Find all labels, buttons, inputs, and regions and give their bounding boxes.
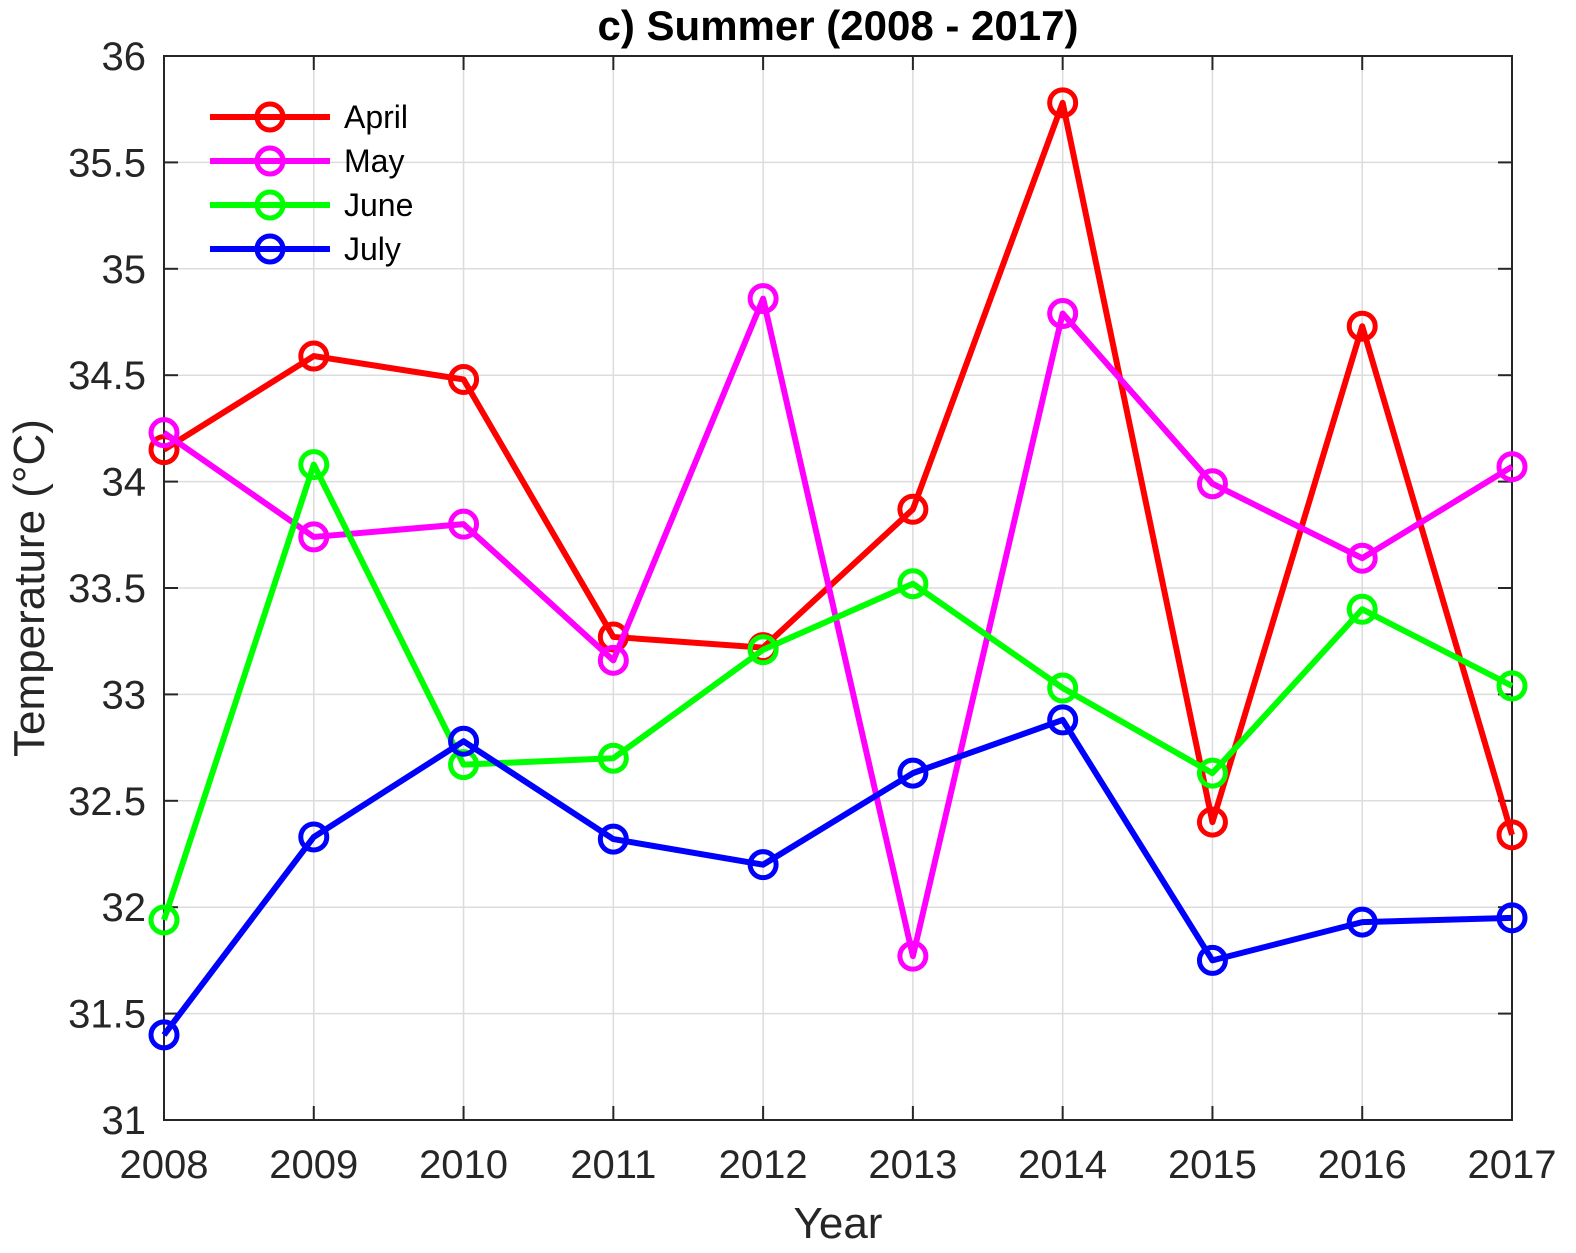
legend-marker xyxy=(254,233,286,265)
data-point xyxy=(897,568,929,600)
data-point xyxy=(747,849,779,881)
y-tick-label: 33.5 xyxy=(68,567,146,611)
data-point xyxy=(1496,670,1528,702)
legend-label: May xyxy=(344,143,404,179)
y-tick-label: 34.5 xyxy=(68,354,146,398)
legend-label: July xyxy=(344,231,401,267)
data-point xyxy=(597,644,629,676)
data-point xyxy=(448,508,480,540)
legend-label: June xyxy=(344,187,413,223)
data-point xyxy=(1346,906,1378,938)
y-tick-label: 31 xyxy=(102,1099,147,1143)
legend-item: April xyxy=(210,99,408,135)
data-point xyxy=(298,521,330,553)
chart-title: c) Summer (2008 - 2017) xyxy=(598,2,1079,49)
series-may xyxy=(148,283,1528,972)
data-point xyxy=(1346,593,1378,625)
data-point xyxy=(1496,451,1528,483)
y-tick-label: 32.5 xyxy=(68,780,146,824)
data-point xyxy=(747,634,779,666)
y-axis-label: Temperature (°C) xyxy=(5,419,54,757)
data-point xyxy=(1346,310,1378,342)
data-point xyxy=(747,283,779,315)
legend-marker xyxy=(254,145,286,177)
y-tick-label: 35.5 xyxy=(68,141,146,185)
data-point xyxy=(597,621,629,653)
y-tick-label: 31.5 xyxy=(68,993,146,1037)
series-june xyxy=(148,449,1528,936)
legend-marker xyxy=(254,101,286,133)
data-point xyxy=(1047,672,1079,704)
data-point xyxy=(298,449,330,481)
series-july xyxy=(148,704,1528,1051)
y-tick-label: 32 xyxy=(102,886,147,930)
data-point xyxy=(597,742,629,774)
legend: April May June July xyxy=(210,99,413,267)
data-point xyxy=(1496,819,1528,851)
data-point xyxy=(1196,757,1228,789)
data-point xyxy=(448,363,480,395)
x-tick-label: 2013 xyxy=(868,1143,957,1187)
legend-item: May xyxy=(210,143,404,179)
x-tick-label: 2017 xyxy=(1468,1143,1557,1187)
data-point xyxy=(148,417,180,449)
series-line xyxy=(161,716,1513,1037)
x-tick-label: 2012 xyxy=(719,1143,808,1187)
data-point xyxy=(597,823,629,855)
x-tick-label: 2011 xyxy=(570,1143,656,1187)
series-group xyxy=(148,87,1528,1051)
x-axis-label: Year xyxy=(794,1199,883,1248)
x-tick-label: 2009 xyxy=(269,1143,358,1187)
data-point xyxy=(298,340,330,372)
data-point xyxy=(1196,944,1228,976)
legend-item: June xyxy=(210,187,413,223)
x-tick-label: 2015 xyxy=(1168,1143,1257,1187)
legend-marker xyxy=(254,189,286,221)
series-line xyxy=(162,295,1514,960)
y-tick-label: 36 xyxy=(102,35,147,79)
data-point xyxy=(1196,468,1228,500)
axis-ticks: 31 31.5 32 32.5 33 33.5 34 34.5 35 35.5 36 2008 2009… xyxy=(68,35,1556,1187)
data-point xyxy=(148,434,180,466)
data-point xyxy=(448,725,480,757)
data-point xyxy=(148,904,180,936)
data-point xyxy=(897,493,929,525)
x-tick-label: 2014 xyxy=(1018,1143,1107,1187)
y-tick-label: 33 xyxy=(102,673,147,717)
data-point xyxy=(1047,87,1079,119)
data-point xyxy=(448,749,480,781)
series-line xyxy=(161,461,1514,921)
data-point xyxy=(1496,902,1528,934)
data-point xyxy=(298,821,330,853)
data-point xyxy=(148,1019,180,1051)
x-tick-label: 2010 xyxy=(419,1143,508,1187)
x-tick-label: 2016 xyxy=(1318,1143,1407,1187)
data-point xyxy=(1047,704,1079,736)
data-point xyxy=(897,757,929,789)
legend-item: July xyxy=(210,231,401,267)
y-tick-label: 35 xyxy=(102,248,147,292)
data-point xyxy=(1196,806,1228,838)
data-point xyxy=(897,940,929,972)
legend-label: April xyxy=(344,99,408,135)
data-point xyxy=(1047,297,1079,329)
x-tick-label: 2008 xyxy=(120,1143,209,1187)
series-line xyxy=(162,99,1515,836)
y-tick-label: 34 xyxy=(102,461,147,505)
data-point xyxy=(1346,542,1378,574)
